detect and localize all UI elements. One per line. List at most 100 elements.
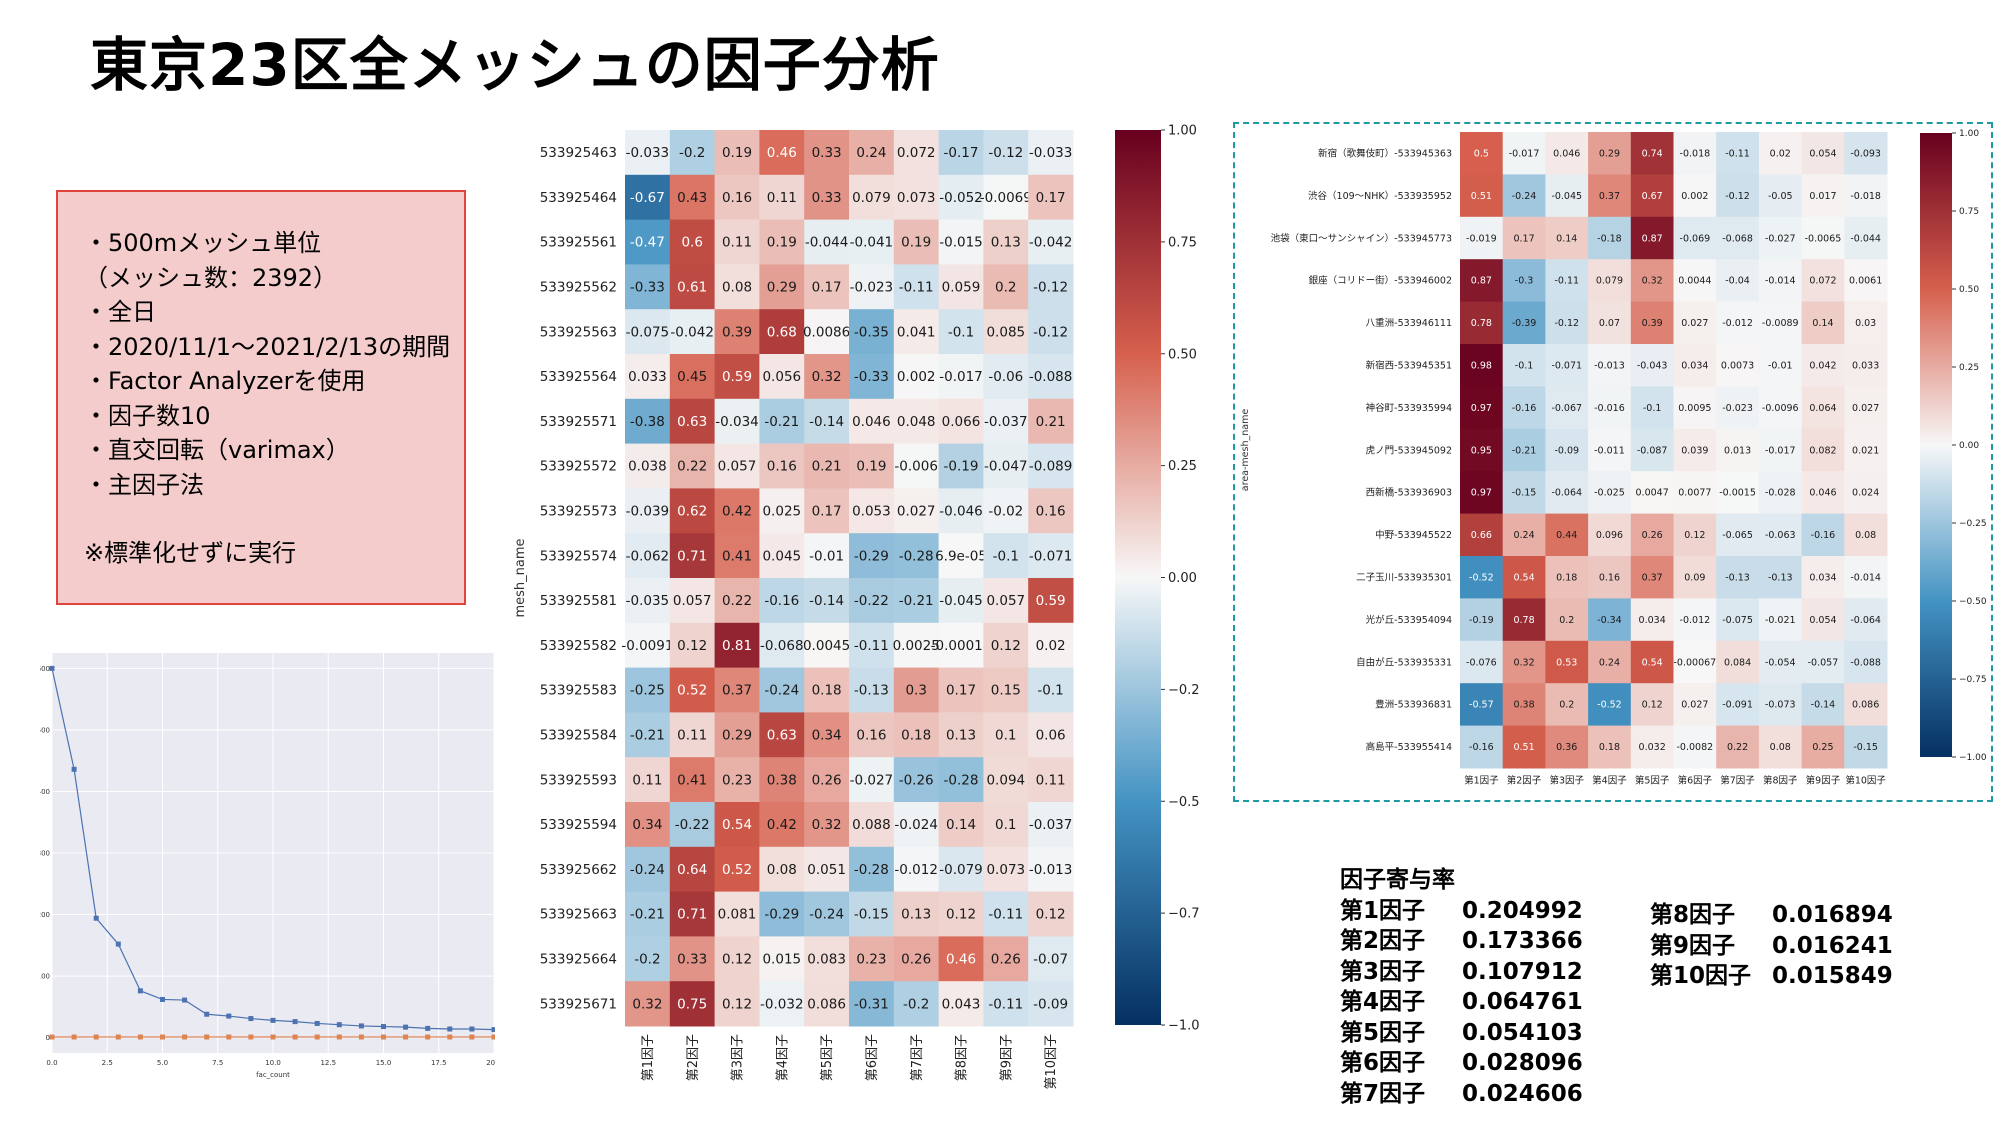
cell-value-label: -0.0065 bbox=[1805, 233, 1842, 244]
heatmap-cell bbox=[1844, 471, 1888, 515]
heatmap-cell bbox=[1801, 471, 1845, 515]
heatmap-cell bbox=[759, 802, 805, 848]
heatmap-cell bbox=[714, 846, 760, 893]
heatmap-cell bbox=[938, 533, 984, 579]
heatmap-cell bbox=[1028, 130, 1074, 176]
cell-value-label: 0.17 bbox=[946, 683, 976, 699]
cell-value-label: 0.33 bbox=[812, 190, 842, 206]
cell-value-label: 0.38 bbox=[1513, 700, 1534, 711]
heatmap-cell bbox=[849, 488, 895, 534]
heatmap-cell bbox=[625, 846, 671, 893]
cell-value-label: 0.073 bbox=[986, 862, 1025, 878]
series-2-point bbox=[425, 1034, 431, 1040]
cell-value-label: 0.015 bbox=[762, 952, 801, 968]
cell-value-label: -0.088 bbox=[1029, 369, 1073, 385]
x-tick-label: 17.5 bbox=[431, 1059, 447, 1067]
cell-value-label: 0.61 bbox=[677, 280, 707, 296]
heatmap-cell bbox=[1758, 344, 1803, 387]
heatmap-cell bbox=[669, 712, 716, 758]
heatmap-cell bbox=[983, 981, 1029, 1027]
row-label: 533925594 bbox=[540, 817, 617, 833]
cell-value-label: -0.016 bbox=[1594, 403, 1625, 414]
heatmap-cell bbox=[893, 174, 940, 221]
series-2-point bbox=[358, 1034, 364, 1040]
heatmap-cell bbox=[1758, 174, 1803, 218]
heatmap-cell bbox=[669, 622, 716, 669]
cell-value-label: 0.11 bbox=[632, 772, 662, 788]
row-label: 中野-533945522 bbox=[1375, 529, 1452, 541]
cell-value-label: -0.21 bbox=[764, 414, 799, 430]
y-tick-label: 300 bbox=[40, 850, 50, 858]
cell-value-label: 0.08 bbox=[1770, 742, 1791, 753]
series-2-point bbox=[469, 1034, 475, 1040]
series-1-point bbox=[160, 996, 165, 1002]
cell-value-label: -0.064 bbox=[1551, 488, 1582, 499]
series-1-point bbox=[226, 1013, 232, 1019]
row-label: 神谷町-533935994 bbox=[1366, 402, 1452, 414]
heatmap-cell bbox=[1716, 598, 1760, 642]
heatmap-cell bbox=[849, 757, 895, 803]
cell-value-label: 0.042 bbox=[1809, 361, 1836, 372]
cell-value-label: 0.29 bbox=[767, 280, 797, 296]
cell-value-label: 0.017 bbox=[1809, 191, 1836, 202]
cell-value-label: 0.0047 bbox=[1636, 488, 1669, 499]
column-label: 第2因子 bbox=[686, 1034, 701, 1081]
series-2-point bbox=[248, 1034, 254, 1040]
row-label: 池袋（東口〜サンシャイン）-533945773 bbox=[1271, 232, 1452, 244]
heatmap-cell bbox=[1716, 428, 1760, 472]
heatmap-cell bbox=[1630, 132, 1674, 175]
cell-value-label: 0.072 bbox=[1809, 276, 1836, 287]
cell-value-label: -0.037 bbox=[1029, 817, 1073, 833]
cell-value-label: -0.0096 bbox=[1762, 403, 1799, 414]
cell-value-label: 0.54 bbox=[1513, 573, 1534, 584]
cell-value-label: 0.034 bbox=[1639, 615, 1666, 626]
heatmap-cell bbox=[1028, 264, 1074, 310]
contribution-label: 第3因子 bbox=[1340, 958, 1426, 985]
cell-value-label: -0.16 bbox=[764, 593, 799, 609]
setting-line: ・因子数10 bbox=[84, 401, 211, 430]
heatmap-cell bbox=[669, 578, 716, 624]
cell-value-label: 0.056 bbox=[762, 369, 801, 385]
cell-value-label: -0.1 bbox=[1643, 403, 1662, 414]
heatmap-cell bbox=[1028, 667, 1074, 713]
heatmap-cell bbox=[1028, 757, 1074, 803]
cell-value-label: -0.19 bbox=[1469, 615, 1494, 626]
heatmap-cell bbox=[1502, 174, 1546, 218]
cell-value-label: 0.043 bbox=[942, 996, 981, 1012]
heatmap-cell bbox=[804, 622, 850, 669]
factor-contribution-list: 因子寄与率 第1因子 0.204992 第2因子 0.173366 第3因子 0.10… bbox=[1340, 865, 1583, 1109]
cell-value-label: -0.088 bbox=[1850, 657, 1881, 668]
heatmap-cell bbox=[1630, 428, 1674, 472]
cell-value-label: -0.19 bbox=[944, 459, 979, 475]
heatmap-cell bbox=[983, 398, 1029, 445]
cell-value-label: 0.057 bbox=[673, 593, 712, 609]
cell-value-label: -0.071 bbox=[1551, 361, 1582, 372]
heatmap-cell bbox=[804, 443, 850, 489]
cell-value-label: 0.59 bbox=[722, 369, 752, 385]
cell-value-label: 0.12 bbox=[1684, 530, 1705, 541]
row-label: 銀座（コリドー街）-533946002 bbox=[1309, 275, 1452, 287]
heatmap-cell bbox=[1630, 725, 1674, 769]
heatmap-cell bbox=[759, 846, 805, 893]
heatmap-cell bbox=[1673, 259, 1717, 303]
heatmap-cell bbox=[1502, 556, 1546, 599]
cell-value-label: -0.042 bbox=[1029, 235, 1073, 251]
heatmap-cell bbox=[893, 712, 940, 758]
cell-value-label: -0.33 bbox=[854, 369, 889, 385]
heatmap-cell bbox=[893, 488, 940, 534]
colorbar-tick-label: −1.00 bbox=[1168, 1019, 1200, 1034]
heatmap-cell bbox=[1588, 132, 1632, 175]
cell-value-label: 0.32 bbox=[1513, 657, 1534, 668]
cell-value-label: 0.33 bbox=[812, 145, 842, 161]
row-label: 533925583 bbox=[540, 683, 617, 699]
cell-value-label: 0.25 bbox=[1812, 742, 1833, 753]
contribution-row: 第8因子 0.016894 bbox=[1650, 900, 1893, 931]
cell-value-label: 0.71 bbox=[677, 907, 707, 923]
heatmap-cell bbox=[893, 981, 940, 1027]
heatmap-cell bbox=[1502, 132, 1546, 175]
colorbar-tick-label: 0.25 bbox=[1959, 363, 1979, 373]
cell-value-label: -0.062 bbox=[626, 548, 670, 564]
series-1-point bbox=[491, 1027, 495, 1033]
heatmap-cell bbox=[1028, 488, 1074, 534]
cell-value-label: 0.03 bbox=[1855, 318, 1876, 329]
